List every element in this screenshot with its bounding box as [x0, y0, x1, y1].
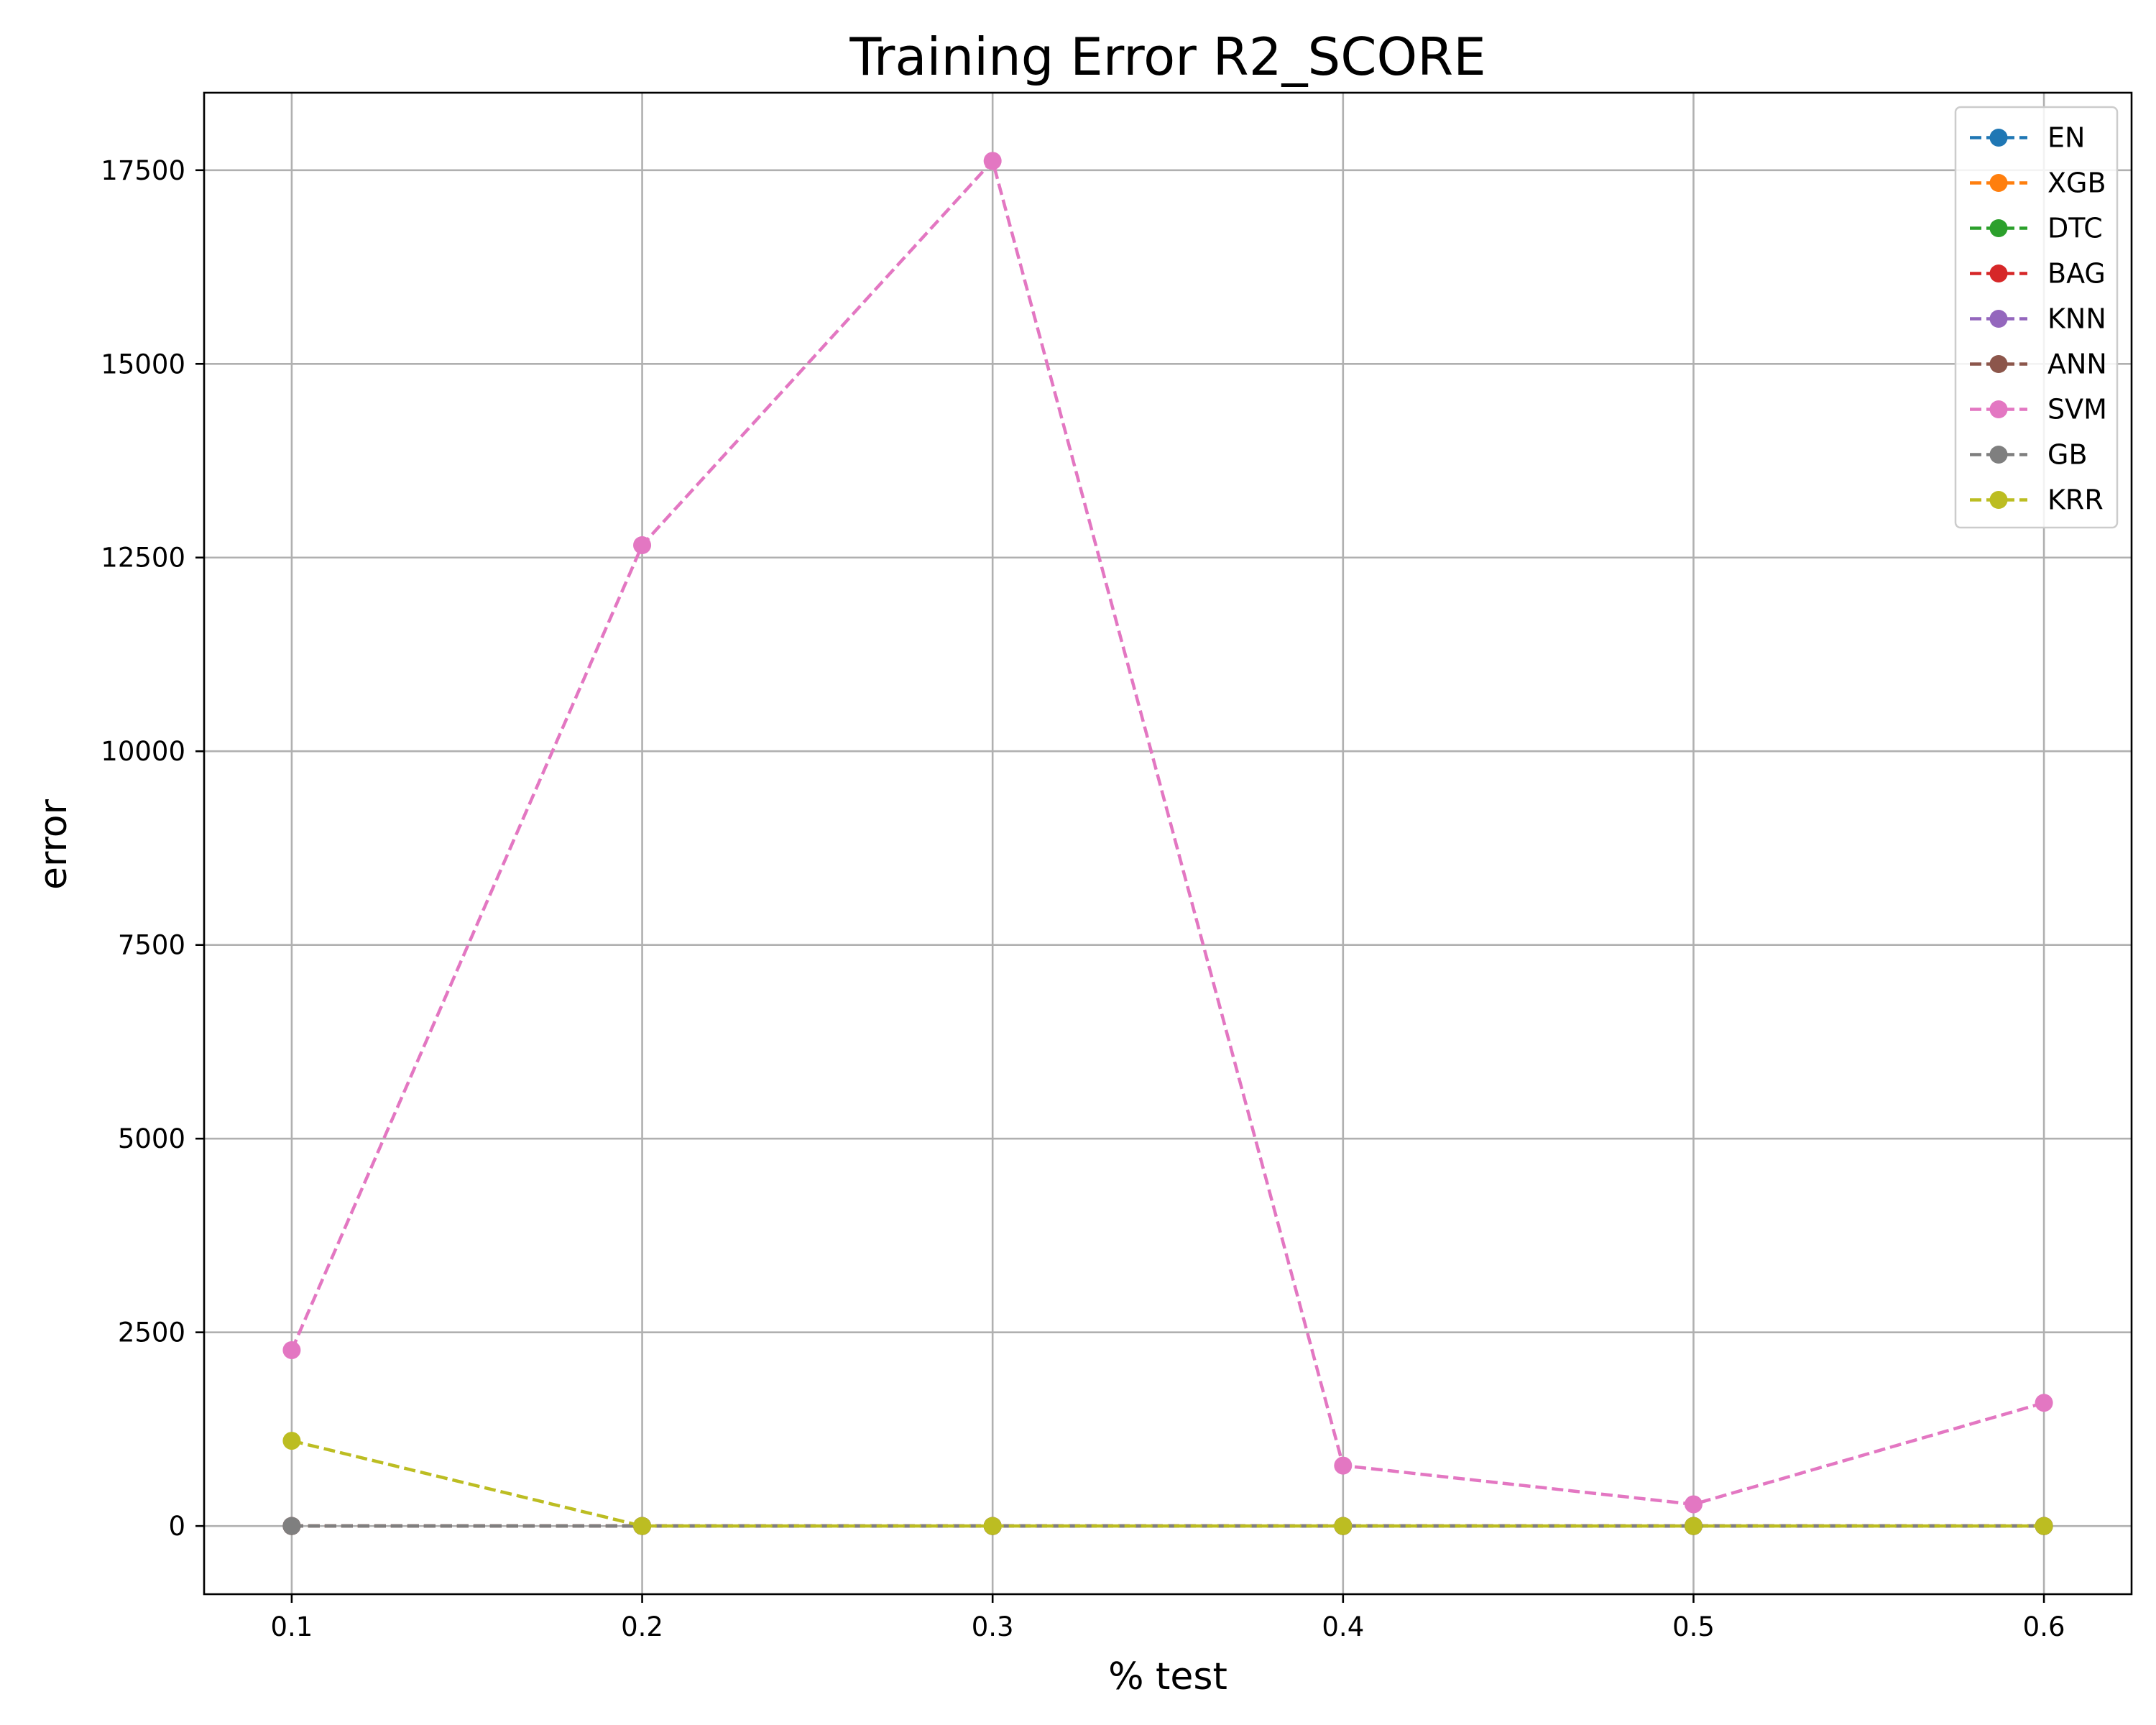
- legend-item-gb: GB: [1970, 439, 2088, 471]
- legend-label: KRR: [2047, 484, 2104, 516]
- y-tick-label: 2500: [118, 1317, 185, 1348]
- plot-frame: [203, 91, 2133, 1596]
- legend-item-ann: ANN: [1970, 349, 2107, 380]
- data-point-krr: [1684, 1517, 1703, 1535]
- data-point-krr: [983, 1517, 1002, 1535]
- y-tick-label: 5000: [118, 1123, 185, 1154]
- series-svm: [282, 152, 2053, 1514]
- legend-swatch-marker: [1989, 355, 2008, 373]
- legend-swatch-marker: [1989, 174, 2008, 192]
- series-layer: [282, 152, 2053, 1535]
- data-point-gb: [282, 1517, 301, 1535]
- x-axis-label: % test: [1108, 1655, 1227, 1698]
- y-tick-label: 17500: [101, 155, 185, 186]
- legend-item-knn: KNN: [1970, 303, 2106, 335]
- legend: EN XGB DTC BAG KNN ANN SVM GB KRR: [1954, 106, 2119, 529]
- grid: [204, 93, 2132, 1594]
- legend-swatch-marker: [1989, 129, 2008, 147]
- legend-swatch-marker: [1989, 400, 2008, 418]
- series-line-krr: [291, 1439, 2045, 1528]
- y-axis-label: error: [32, 799, 75, 890]
- legend-label: BAG: [2047, 258, 2106, 290]
- x-tick-label: 0.1: [270, 1611, 313, 1642]
- y-tick-label: 0: [168, 1511, 185, 1542]
- legend-item-en: EN: [1970, 122, 2085, 154]
- legend-label: EN: [2047, 122, 2085, 154]
- legend-swatch-marker: [1989, 264, 2008, 282]
- x-tick-label: 0.5: [1672, 1611, 1715, 1642]
- legend-item-xgb: XGB: [1970, 167, 2106, 199]
- legend-box: [1954, 106, 2119, 529]
- data-point-svm: [2035, 1394, 2053, 1412]
- x-tick-label: 0.6: [2023, 1611, 2065, 1642]
- data-point-krr: [2035, 1517, 2053, 1535]
- legend-swatch-marker: [1989, 310, 2008, 328]
- legend-label: SVM: [2047, 394, 2107, 426]
- axis-ticks: 0.1 0.2 0.3 0.4 0.5 0.6 0 2500 5000 7500 10000 1250…: [101, 155, 2065, 1642]
- legend-item-dtc: DTC: [1970, 213, 2103, 244]
- legend-label: XGB: [2047, 167, 2106, 199]
- legend-label: GB: [2047, 439, 2088, 471]
- legend-swatch-marker: [1989, 491, 2008, 509]
- data-point-krr: [282, 1432, 301, 1450]
- series-line-svm: [290, 157, 2045, 1506]
- data-point-svm: [1334, 1456, 1353, 1475]
- x-tick-label: 0.3: [972, 1611, 1014, 1642]
- data-point-svm: [633, 536, 652, 555]
- data-point-krr: [1334, 1517, 1353, 1535]
- y-tick-label: 10000: [101, 736, 185, 767]
- chart-title: Training Error R2_SCORE: [849, 27, 1485, 87]
- data-point-svm: [282, 1340, 301, 1359]
- legend-item-svm: SVM: [1970, 394, 2107, 426]
- y-tick-label: 15000: [101, 349, 185, 380]
- legend-swatch-marker: [1989, 446, 2008, 464]
- y-tick-label: 7500: [118, 930, 185, 961]
- legend-label: KNN: [2047, 303, 2106, 335]
- data-point-krr: [633, 1517, 652, 1535]
- legend-label: DTC: [2047, 213, 2103, 244]
- data-point-svm: [983, 152, 1002, 170]
- legend-label: ANN: [2047, 349, 2107, 380]
- legend-item-krr: KRR: [1970, 484, 2104, 516]
- x-tick-label: 0.4: [1322, 1611, 1364, 1642]
- y-tick-label: 12500: [101, 543, 185, 574]
- legend-swatch-marker: [1989, 219, 2008, 237]
- series-krr: [282, 1432, 2053, 1535]
- x-tick-label: 0.2: [621, 1611, 663, 1642]
- data-point-svm: [1684, 1495, 1703, 1514]
- legend-item-bag: BAG: [1970, 258, 2106, 290]
